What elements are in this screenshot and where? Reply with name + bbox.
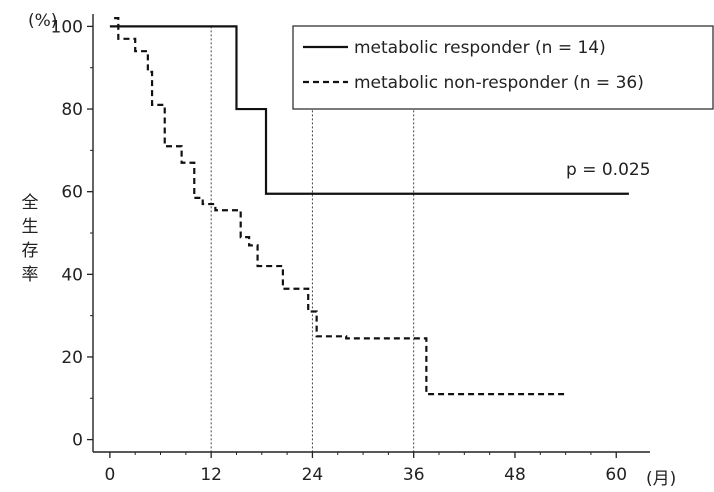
- legend-label-non-responder: metabolic non-responder (n = 36): [354, 73, 644, 93]
- x-tick-label: 0: [104, 465, 115, 485]
- y-tick-label: 40: [61, 265, 83, 285]
- x-tick-label: 12: [200, 465, 222, 485]
- legend-box: [292, 25, 714, 110]
- y-title-char: 率: [22, 265, 39, 285]
- reference-lines: [210, 26, 415, 452]
- series-line-non-responder: [114, 17, 566, 396]
- x-tick-label: 48: [504, 465, 526, 485]
- series-line-responder: [109, 25, 629, 195]
- series-lines: [109, 17, 629, 396]
- y-title-char: 生: [22, 217, 39, 237]
- y-title-char: 全: [22, 193, 39, 213]
- y-tick-label: 0: [72, 431, 83, 451]
- y-tick-label: 60: [61, 183, 83, 203]
- y-title-char: 存: [22, 241, 39, 261]
- x-tick-label: 24: [302, 465, 324, 485]
- y-unit-label: (%): [28, 11, 57, 31]
- y-tick-label: 20: [61, 348, 83, 368]
- legend-label-responder: metabolic responder (n = 14): [354, 38, 606, 58]
- y-tick-label: 80: [61, 100, 83, 120]
- axes: 0 20 40 60 80 100 0 12 24 36 48 60: [51, 14, 650, 485]
- x-tick-label: 36: [403, 465, 425, 485]
- legend: metabolic responder (n = 14) metabolic n…: [292, 25, 714, 110]
- p-value-annotation: p = 0.025: [566, 160, 651, 180]
- x-axis-label: (月): [646, 469, 676, 489]
- y-tick-label: 100: [51, 17, 83, 37]
- x-tick-label: 60: [605, 465, 627, 485]
